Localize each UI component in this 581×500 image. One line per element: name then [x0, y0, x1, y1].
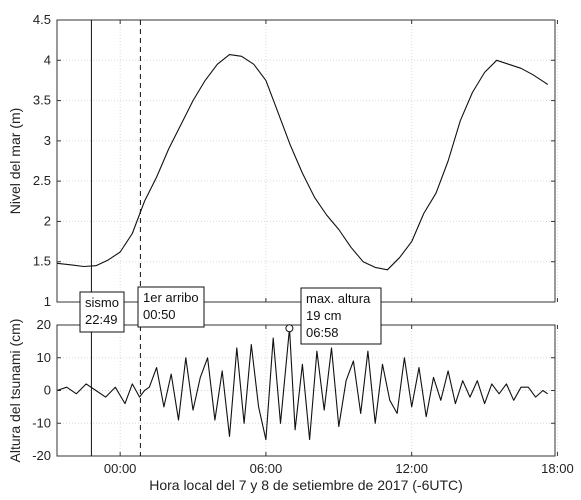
sea-level-ytick-label: 1.5	[33, 254, 51, 269]
sismo-annotation-box	[79, 291, 125, 333]
sismo-annotation-text: sismo	[85, 295, 119, 310]
sea-level-ytick-label: 4.5	[33, 12, 51, 27]
tsunami-ytick-label: 20	[37, 317, 51, 332]
sismo-annotation: sismo 22:49	[79, 291, 125, 333]
max-altura-annotation-text: 19 cm	[306, 308, 341, 323]
tsunami-ytick-label: -10	[32, 415, 51, 430]
max-altura-annotation-text: 06:58	[306, 325, 339, 340]
sea-level-plot-frame	[56, 19, 556, 303]
x-tick-label: 06:00	[250, 461, 283, 476]
tsunami-series-line	[56, 327, 549, 441]
sea-level-ytick-label: 4	[44, 52, 51, 67]
tsunami-ylabel: Altura del tsunami (cm)	[7, 319, 23, 463]
sea-level-ylabel: Nivel del mar (m)	[7, 108, 23, 215]
sea-level-panel: 1 1.5 2 2.5 3 3.5 4 4.5 Nivel del mar (m)	[7, 12, 558, 309]
sea-level-series-line	[56, 54, 549, 271]
x-tick-label: 00:00	[104, 461, 137, 476]
x-tick-label: 18:00	[541, 461, 574, 476]
max-height-marker	[285, 324, 294, 333]
sea-level-ytick-label: 2	[44, 213, 51, 228]
x-axis-label: Hora local del 7 y 8 de setiembre de 201…	[149, 477, 463, 493]
primer-arribo-annotation-text: 1er arribo	[143, 290, 199, 305]
tsunami-ytick-label: 0	[44, 383, 51, 398]
sismo-annotation-text: 22:49	[85, 312, 118, 327]
tsunami-panel: -20 -10 0 10 20 Altura del tsunami (cm)	[7, 317, 558, 463]
x-tick-label: 12:00	[395, 461, 428, 476]
sea-level-ytick-label: 3	[44, 133, 51, 148]
primer-arribo-annotation-text: 00:50	[143, 307, 176, 322]
max-altura-annotation-text: max. altura	[306, 291, 371, 306]
tsunami-ytick-label: -20	[32, 448, 51, 463]
max-altura-annotation-box	[300, 287, 382, 345]
sea-level-ytick-label: 3.5	[33, 93, 51, 108]
max-altura-annotation: max. altura 19 cm 06:58	[300, 287, 382, 345]
sea-level-ytick-label: 1	[44, 294, 51, 309]
primer-arribo-annotation-box	[137, 286, 205, 328]
primer-arribo-annotation: 1er arribo 00:50	[137, 286, 205, 328]
sea-level-ytick-label: 2.5	[33, 173, 51, 188]
tsunami-ytick-label: 10	[37, 350, 51, 365]
